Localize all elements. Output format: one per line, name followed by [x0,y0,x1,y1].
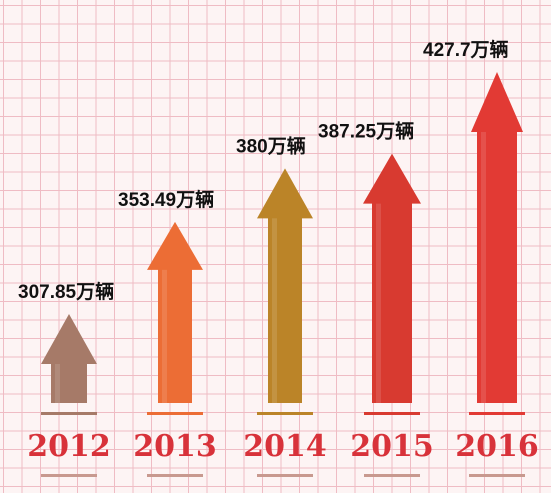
year-underline [257,474,313,477]
base-line [147,412,203,415]
arrow-bar [147,221,203,403]
year-label: 2014 [243,429,327,464]
arrow-highlight [55,364,60,403]
base-line [469,412,525,415]
data-label: 427.7万辆 [423,38,509,61]
arrow-highlight [481,132,486,403]
data-label: 380万辆 [236,134,306,157]
year-label: 2013 [133,429,217,464]
arrow-bar [41,314,97,403]
bar-2012: 307.85万辆 2012 [18,280,114,477]
arrow-bar [471,72,523,403]
year-label: 2015 [350,429,434,464]
arrow-bar [363,153,421,403]
bar-2013: 353.49万辆 2013 [118,188,217,477]
year-label: 2012 [27,429,111,464]
arrow-bar [257,168,313,403]
year-underline [364,474,420,477]
arrow-highlight [272,218,277,403]
bar-2015: 387.25万辆 2015 [318,120,434,477]
base-line [364,412,420,415]
arrow-highlight [162,269,167,403]
year-underline [147,474,203,477]
base-line [257,412,313,415]
bar-2014: 380万辆 2014 [236,134,327,477]
year-label: 2016 [455,429,539,464]
bar-2016: 427.7万辆 2016 [423,38,539,477]
data-label: 307.85万辆 [18,280,114,303]
year-underline [41,474,97,477]
data-label: 353.49万辆 [118,188,214,211]
base-line [41,412,97,415]
data-label: 387.25万辆 [318,120,414,143]
year-underline [469,474,525,477]
arrow-highlight [376,203,381,403]
